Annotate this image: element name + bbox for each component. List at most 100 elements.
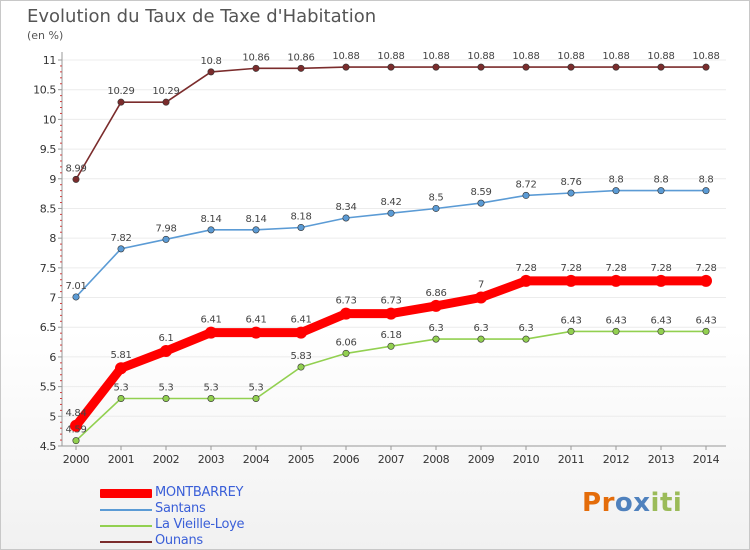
data-label-santans: 8.59 xyxy=(470,187,491,198)
data-label-ounans: 10.88 xyxy=(692,51,719,62)
data-point-la-vieille-loye xyxy=(612,327,620,335)
data-label-montbarrey: 6.73 xyxy=(335,296,356,307)
data-label-ounans: 10.29 xyxy=(107,86,134,97)
data-point-la-vieille-loye xyxy=(522,335,530,343)
data-label-ounans: 10.88 xyxy=(467,51,494,62)
logo-letter: t xyxy=(659,488,673,518)
y-tick-label: 9 xyxy=(49,173,56,186)
data-label-ounans: 10.8 xyxy=(200,56,221,67)
data-point-santans xyxy=(162,235,170,243)
proxiti-logo: Proxiti xyxy=(582,488,682,518)
series-line-ounans xyxy=(75,66,707,181)
data-label-montbarrey: 6.86 xyxy=(425,288,446,299)
data-point-la-vieille-loye xyxy=(387,342,395,350)
data-point-ounans xyxy=(657,63,665,71)
data-point-ounans xyxy=(117,98,125,106)
data-point-montbarrey xyxy=(700,274,712,287)
data-label-montbarrey: 7.28 xyxy=(650,263,671,274)
data-label-santans: 8.72 xyxy=(515,179,536,190)
series-layer xyxy=(70,63,712,445)
logo-letter: P xyxy=(582,488,602,518)
data-label-montbarrey: 7.28 xyxy=(515,263,536,274)
logo-letter: i xyxy=(672,488,683,518)
data-label-la-vieille-loye: 6.43 xyxy=(695,315,716,326)
data-point-santans xyxy=(252,226,260,234)
legend-swatch-montbarrey xyxy=(100,489,152,498)
data-point-ounans xyxy=(477,63,485,71)
data-point-montbarrey xyxy=(430,299,442,312)
x-tick-label: 2014 xyxy=(693,453,720,466)
data-label-ounans: 8.99 xyxy=(65,163,86,174)
logo-letter: i xyxy=(650,488,660,518)
data-label-santans: 7.98 xyxy=(155,223,176,234)
y-tick-label: 10 xyxy=(43,113,57,126)
data-point-montbarrey xyxy=(565,274,577,287)
data-label-la-vieille-loye: 5.3 xyxy=(113,382,128,393)
data-point-santans xyxy=(297,223,305,231)
data-point-montbarrey xyxy=(520,274,532,287)
logo-letter: r xyxy=(601,488,615,518)
data-label-ounans: 10.88 xyxy=(557,51,584,62)
data-point-montbarrey xyxy=(295,326,307,339)
data-label-la-vieille-loye: 6.3 xyxy=(518,323,533,334)
data-point-santans xyxy=(342,214,350,222)
data-label-santans: 8.14 xyxy=(200,214,221,225)
data-labels-layer: 8.99 10.29 10.29 10.8 10.86 10.86 10.88 10.88 10… xyxy=(65,51,719,436)
data-label-montbarrey: 6.41 xyxy=(245,315,266,326)
y-tick-label: 8.5 xyxy=(40,202,57,215)
data-point-santans xyxy=(522,191,530,199)
data-label-ounans: 10.88 xyxy=(422,51,449,62)
data-point-la-vieille-loye xyxy=(702,327,710,335)
data-label-montbarrey: 7 xyxy=(478,280,484,291)
data-point-la-vieille-loye xyxy=(72,437,80,445)
data-point-montbarrey xyxy=(655,274,667,287)
logo-letter: x xyxy=(633,488,651,518)
y-tick-label: 4.5 xyxy=(40,440,57,453)
data-label-ounans: 10.88 xyxy=(512,51,539,62)
data-point-la-vieille-loye xyxy=(567,327,575,335)
data-point-la-vieille-loye xyxy=(297,363,305,371)
data-point-santans xyxy=(702,187,710,195)
x-tick-label: 2005 xyxy=(288,453,315,466)
data-point-santans xyxy=(72,293,80,301)
data-label-montbarrey: 7.28 xyxy=(560,263,581,274)
data-label-ounans: 10.86 xyxy=(242,52,269,63)
y-tick-label: 11 xyxy=(43,54,56,67)
x-tick-label: 2006 xyxy=(333,453,360,466)
x-tick-label: 2010 xyxy=(513,453,540,466)
legend-label-ounans: Ounans xyxy=(155,533,203,548)
data-label-montbarrey: 6.41 xyxy=(290,315,311,326)
data-point-montbarrey xyxy=(250,326,262,339)
data-label-santans: 8.42 xyxy=(380,197,401,208)
data-label-la-vieille-loye: 6.43 xyxy=(560,315,581,326)
y-tick-label: 9.5 xyxy=(40,143,57,156)
y-tick-label: 7.5 xyxy=(40,262,57,275)
y-tick-label: 6.5 xyxy=(40,321,57,334)
y-tick-label: 5.5 xyxy=(40,381,57,394)
data-point-la-vieille-loye xyxy=(252,394,260,402)
y-tick-label: 5 xyxy=(49,410,56,423)
data-point-montbarrey xyxy=(385,307,397,320)
data-point-ounans xyxy=(387,63,395,71)
data-label-montbarrey: 6.41 xyxy=(200,315,221,326)
x-tick-label: 2009 xyxy=(468,453,495,466)
legend-swatch-la-vieille-loye xyxy=(100,525,152,527)
x-tick-label: 2012 xyxy=(603,453,629,466)
x-tick-label: 2002 xyxy=(153,453,179,466)
data-point-la-vieille-loye xyxy=(432,335,440,343)
data-point-la-vieille-loye xyxy=(207,394,215,402)
data-point-santans xyxy=(657,187,665,195)
data-label-santans: 8.34 xyxy=(335,202,356,213)
y-tick-label: 8 xyxy=(49,232,56,245)
data-label-montbarrey: 4.84 xyxy=(65,408,86,419)
data-point-ounans xyxy=(207,68,215,76)
data-point-ounans xyxy=(297,64,305,72)
data-label-la-vieille-loye: 5.83 xyxy=(290,351,311,362)
x-tick-label: 2007 xyxy=(378,453,405,466)
data-point-la-vieille-loye xyxy=(477,335,485,343)
data-label-santans: 8.8 xyxy=(653,175,668,186)
data-point-ounans xyxy=(612,63,620,71)
x-tick-label: 2011 xyxy=(558,453,584,466)
